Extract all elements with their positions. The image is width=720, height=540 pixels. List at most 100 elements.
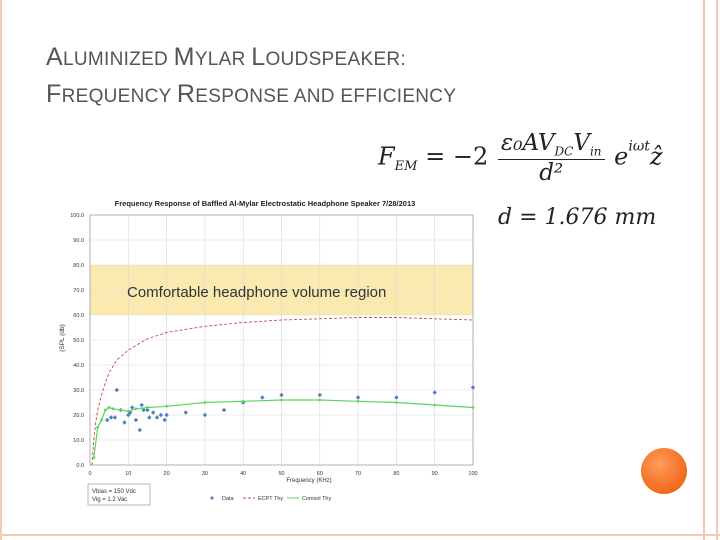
y-axis-label: (SPL (db) [59, 324, 66, 352]
chart-svg: Frequency Response of Baffled Al-Mylar E… [59, 199, 478, 506]
data-point [279, 392, 284, 398]
distance-formula: d = 1.676 mm [498, 205, 657, 230]
info-box-line1: Vbias = 150 Vdc [92, 489, 136, 495]
data-point [164, 412, 169, 418]
data-point [317, 392, 322, 398]
slide-border-left [0, 0, 2, 540]
data-point [394, 395, 399, 400]
x-tick-label: 60 [317, 471, 323, 477]
y-tick-label: 50.0 [73, 338, 84, 344]
series-marker [107, 405, 111, 410]
data-point [202, 412, 208, 418]
series-marker [203, 400, 207, 405]
title-part: REQUENCY [61, 86, 177, 107]
series-marker [241, 399, 245, 404]
y-tick-label: 80.0 [73, 263, 84, 269]
x-tick-label: 90 [432, 471, 438, 477]
x-tick-label: 0 [88, 471, 91, 477]
data-point [221, 407, 227, 413]
series-marker [118, 408, 123, 412]
data-point [126, 412, 131, 418]
x-tick-label: 20 [164, 471, 170, 477]
info-box: Vbias = 150 Vdc Vig = 1.2 Vac [87, 483, 151, 506]
series-line-1 [91, 317, 474, 466]
series-marker [164, 404, 169, 409]
data-point [432, 390, 437, 395]
data-point [114, 387, 120, 393]
series-marker [356, 399, 360, 404]
chart-title: Frequency Response of Baffled Al-Mylar E… [115, 199, 416, 208]
legend: Data ECPT Thy Comsol Thy [210, 496, 331, 502]
slide-border-bottom [0, 534, 720, 536]
y-tick-label: 30.0 [73, 388, 84, 394]
frequency-response-chart: Frequency Response of Baffled Al-Mylar E… [55, 193, 480, 508]
formula-numerator: ε₀AVDCVin [497, 130, 605, 160]
series-line-2 [93, 399, 474, 458]
data-point [145, 407, 150, 413]
data-point [129, 405, 135, 410]
decorative-orange-circle [641, 448, 687, 494]
data-point [147, 415, 152, 420]
formula-lhs: F [378, 142, 395, 171]
series-marker [394, 400, 399, 405]
force-formula: FEM = −2 ε₀AVDCVin d² eiωtẑ [378, 130, 663, 186]
series-marker [92, 455, 96, 460]
legend-label: Comsol Thy [302, 496, 331, 502]
y-tick-label: 0.0 [76, 463, 84, 469]
data-point [141, 407, 146, 413]
series-marker [432, 403, 437, 407]
data-point [470, 385, 476, 390]
title-part: M [173, 43, 195, 71]
slide-title-line1: ALUMINIZED MYLAR LOUDSPEAKER: [46, 40, 586, 77]
data-point [162, 417, 167, 423]
series-marker [103, 408, 108, 412]
slide-border-right-outer [716, 0, 718, 540]
data-point [105, 417, 110, 423]
slide-title-line2: FREQUENCY RESPONSE AND EFFICIENCY [46, 77, 586, 114]
title-part: L [251, 43, 266, 71]
formula-unit: ẑ [649, 142, 663, 171]
title-part: OUDSPEAKER: [265, 49, 407, 70]
x-tick-label: 10 [125, 471, 131, 477]
legend-label: Data [222, 496, 235, 502]
series-marker [95, 425, 100, 430]
series-marker [145, 405, 150, 410]
data-point [154, 415, 160, 420]
y-tick-label: 10.0 [73, 438, 84, 444]
x-tick-label: 70 [355, 471, 361, 477]
series-marker [134, 406, 138, 411]
formula-equals: = −2 [425, 142, 489, 171]
data-point [112, 415, 118, 420]
x-tick-label: 40 [240, 471, 246, 477]
legend-label: ECPT Thy [258, 496, 283, 502]
formula-exponent: iωt [628, 138, 650, 155]
legend-marker [210, 496, 214, 500]
title-part: LUMINIZED [62, 49, 174, 70]
formula-lhs-sub: EM [394, 159, 418, 175]
data-point [137, 427, 142, 433]
data-point [260, 395, 265, 400]
x-axis-label: Frequency (KHz) [286, 478, 331, 484]
series-marker [111, 406, 115, 411]
data-point [355, 395, 361, 400]
band-label: Comfortable headphone volume region [127, 284, 386, 301]
data-point [150, 410, 156, 415]
title-part: YLAR [194, 49, 252, 70]
x-tick-label: 50 [278, 471, 284, 477]
y-tick-label: 100.0 [70, 213, 84, 219]
y-tick-label: 20.0 [73, 413, 84, 419]
series-marker [279, 398, 284, 402]
x-tick-label: 80 [393, 471, 399, 477]
series-marker [471, 405, 475, 410]
plot-area [89, 214, 474, 466]
formula-exp-base: e [614, 142, 629, 171]
data-point [158, 412, 164, 418]
formula-denominator: d² [539, 159, 564, 186]
slide-border-right [703, 0, 705, 540]
data-point [108, 415, 114, 420]
title-part: ESPONSE AND EFFICIENCY [195, 86, 457, 107]
y-tick-label: 70.0 [73, 288, 84, 294]
data-point [139, 402, 144, 408]
series-marker [99, 418, 104, 422]
y-tick-label: 40.0 [73, 363, 84, 369]
